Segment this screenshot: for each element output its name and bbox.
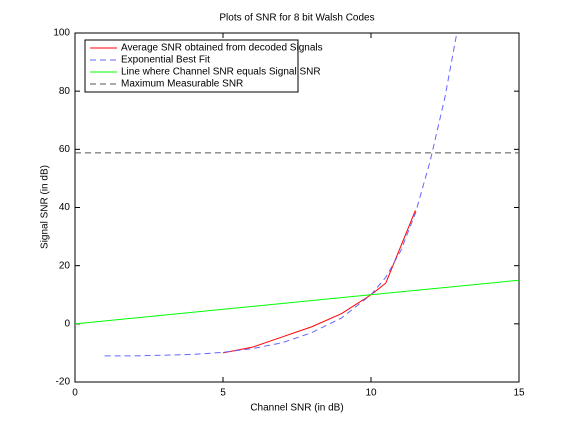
series-line — [74, 279, 520, 325]
legend-label: Maximum Measurable SNR — [121, 79, 243, 90]
x-tick-label: 10 — [365, 388, 377, 399]
x-tick-label: 15 — [513, 388, 525, 399]
x-tick-label: 0 — [72, 388, 78, 399]
y-axis-label: Signal SNR (in dB) — [40, 165, 51, 249]
chart-title: Plots of SNR for 8 bit Walsh Codes — [219, 13, 374, 24]
x-tick-label: 5 — [220, 388, 226, 399]
legend-label: Exponential Best Fit — [121, 55, 210, 66]
series-line — [222, 210, 416, 354]
series-line — [104, 32, 458, 357]
y-tick-label: 0 — [64, 318, 70, 329]
y-tick-label: 80 — [59, 86, 71, 97]
y-tick-label: 40 — [59, 202, 71, 213]
legend-box — [84, 39, 299, 93]
legend-label: Line where Channel SNR equals Signal SNR — [121, 67, 321, 78]
y-tick-label: 60 — [59, 144, 71, 155]
x-axis-label: Channel SNR (in dB) — [250, 403, 343, 414]
y-tick-label: 100 — [53, 28, 70, 39]
y-tick-label: -20 — [56, 377, 71, 388]
y-tick-label: 20 — [59, 260, 71, 271]
legend-label: Average SNR obtained from decoded Signal… — [121, 43, 323, 54]
